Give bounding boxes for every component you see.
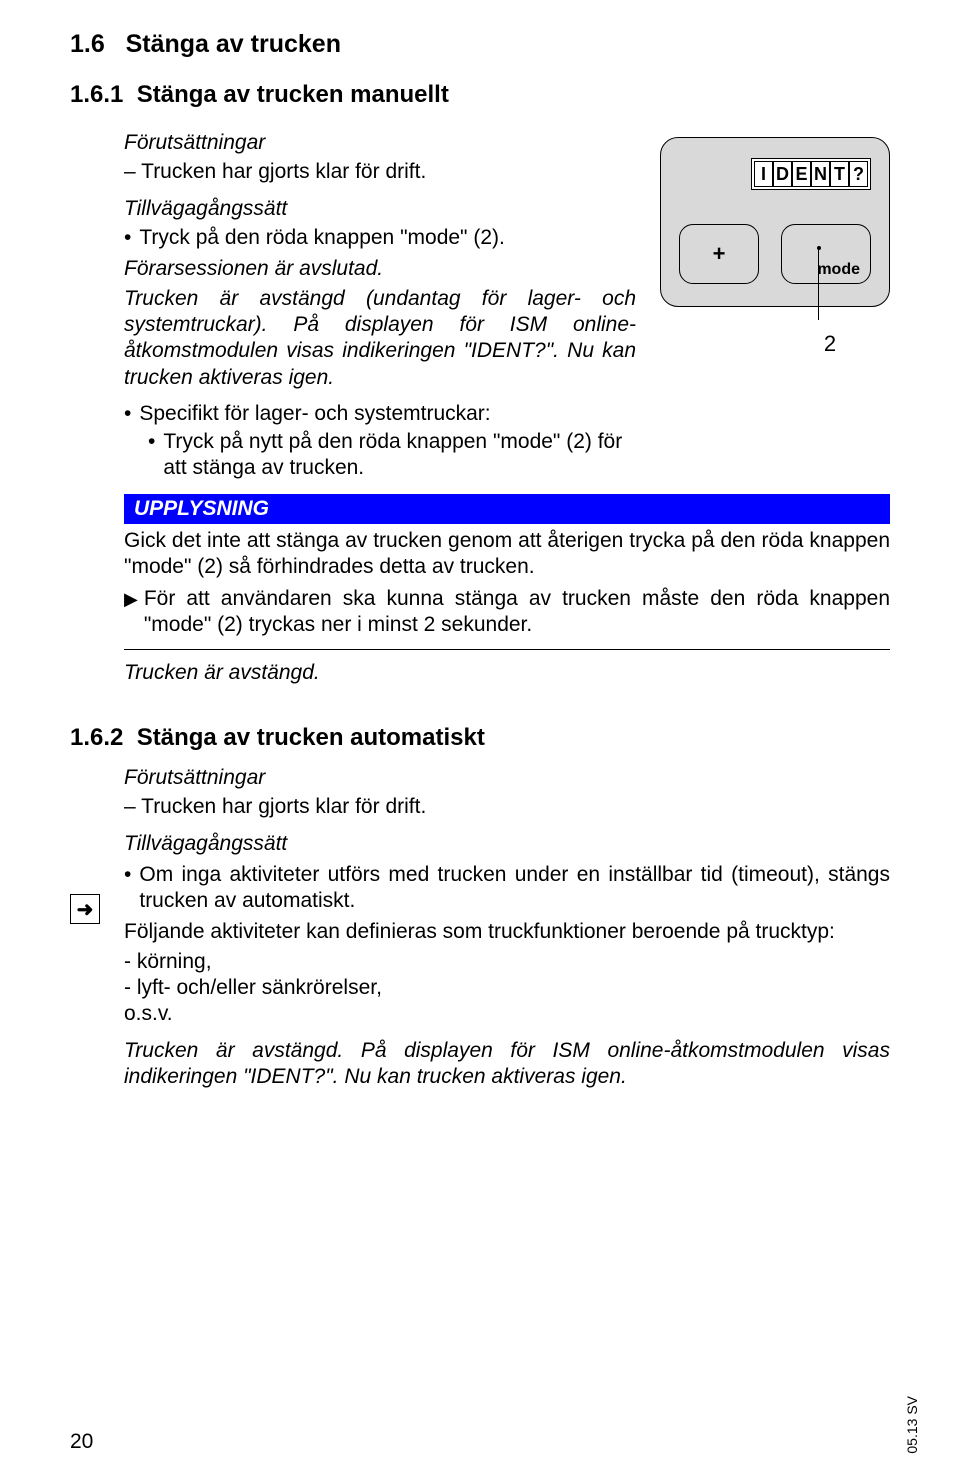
specific-item: • Specifikt för lager- och systemtruckar… (124, 401, 636, 427)
mode-label: mode (817, 261, 860, 279)
section-heading-1-6-1: 1.6.1 Stänga av trucken manuellt (70, 81, 890, 109)
doc-version-label: 05.13 SV (904, 1396, 920, 1454)
prereq-heading: Förutsättningar (124, 131, 636, 155)
lcd-char: T (830, 161, 849, 187)
plus-button: + (679, 224, 759, 284)
text-column: Förutsättningar Trucken har gjorts klar … (124, 123, 636, 484)
note-sub: - körning, (124, 949, 890, 975)
note-arrow-icon: ➜ (77, 897, 94, 922)
procedure-heading: Tillvägagångssätt (124, 197, 636, 221)
prereq-heading: Förutsättningar (124, 766, 890, 790)
procedure-heading: Tillvägagångssätt (124, 832, 890, 856)
bullet-icon: • (124, 401, 131, 427)
bullet-icon: • (124, 225, 131, 251)
result-text: Förarsessionen är avslutad. (124, 256, 636, 282)
final-text: Trucken är avstängd. På displayen för IS… (124, 1038, 890, 1091)
callout-line (818, 250, 819, 320)
lcd-display: I D E N T ? (751, 158, 871, 190)
specific-sub-item: • Tryck på nytt på den röda knappen "mod… (148, 429, 636, 482)
section-title: Stänga av trucken automatiskt (137, 724, 485, 751)
notice-text: Gick det inte att stänga av trucken geno… (124, 528, 890, 581)
plus-label: + (713, 241, 726, 267)
action-item: ▶ För att användaren ska kunna stänga av… (124, 586, 890, 639)
section-title: Stänga av trucken (126, 30, 341, 58)
lcd-char: ? (849, 161, 868, 187)
lcd-char: I (754, 161, 773, 187)
bullet-icon: • (124, 862, 131, 915)
note-sub: o.s.v. (124, 1001, 890, 1027)
note-sub: - lyft- och/eller sänkrörelser, (124, 975, 890, 1001)
step-text: Tryck på den röda knappen "mode" (2). (139, 225, 505, 251)
page-number: 20 (70, 1430, 93, 1454)
triangle-icon: ▶ (124, 586, 138, 612)
step-text: Om inga aktiviteter utförs med trucken u… (139, 862, 890, 915)
section-num: 1.6 (70, 30, 105, 58)
mode-button: mode (781, 224, 871, 284)
section-title: Stänga av trucken manuellt (137, 81, 449, 108)
lcd-char: D (773, 161, 792, 187)
specific-text: Specifikt för lager- och systemtruckar: (139, 401, 490, 427)
callout-label: 2 (770, 331, 890, 357)
prereq-item: Trucken har gjorts klar för drift. (124, 794, 890, 820)
section-num: 1.6.2 (70, 724, 123, 751)
specific-sub-text: Tryck på nytt på den röda knappen "mode"… (163, 429, 636, 482)
action-text: För att användaren ska kunna stänga av t… (144, 586, 890, 639)
prereq-item: Trucken har gjorts klar för drift. (124, 159, 636, 185)
divider (124, 649, 890, 650)
lcd-char: N (811, 161, 830, 187)
page-footer: 20 05.13 SV (70, 1396, 920, 1454)
control-panel-diagram: I D E N T ? + mode (660, 137, 890, 307)
bullet-icon: • (148, 429, 155, 482)
result-text: Trucken är avstängd (undantag för lager-… (124, 286, 636, 391)
section-heading-1-6-2: 1.6.2 Stänga av trucken automatiskt (70, 724, 890, 752)
final-text: Trucken är avstängd. (124, 660, 890, 686)
lcd-char: E (792, 161, 811, 187)
diagram-column: I D E N T ? + mode (660, 123, 890, 357)
section-num: 1.6.1 (70, 81, 123, 108)
section-heading-1-6: 1.6 Stänga av trucken (70, 30, 890, 59)
note-line: Följande aktiviteter kan definieras som … (124, 919, 890, 945)
notice-banner: UPPLYSNING (124, 494, 890, 524)
note-symbol-box: ➜ (70, 894, 100, 924)
step-item: • Om inga aktiviteter utförs med trucken… (124, 862, 890, 915)
step-item: • Tryck på den röda knappen "mode" (2). (124, 225, 636, 251)
